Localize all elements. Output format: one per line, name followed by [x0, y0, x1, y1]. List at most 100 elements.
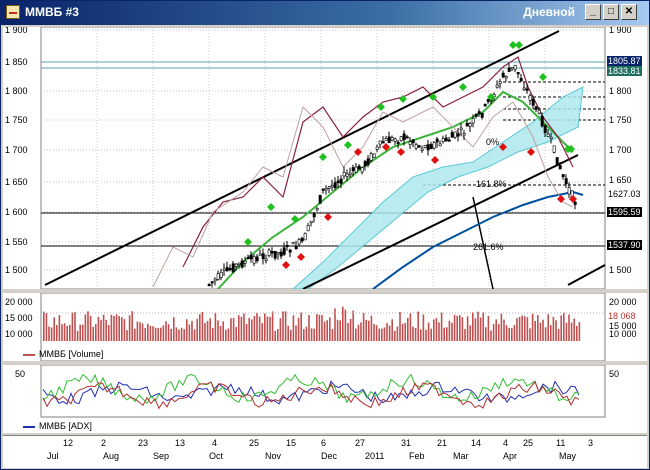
volume-bar [126, 330, 128, 341]
volume-bar [505, 325, 508, 341]
volume-bar [108, 325, 110, 341]
candle-body [555, 157, 559, 165]
price-axis-right: 1 900 1 800 1 750 1 700 1 650 1 500 [609, 25, 632, 275]
price-chart-canvas[interactable]: 1 900 1 850 1 800 1 750 1 700 1 650 1 60… [3, 25, 647, 290]
volume-bar [360, 322, 362, 341]
candle-body [345, 173, 349, 177]
candlesticks [207, 63, 577, 288]
volume-bar [313, 328, 315, 341]
candle-body [306, 225, 310, 232]
price-pane[interactable]: 1 900 1 850 1 800 1 750 1 700 1 650 1 60… [3, 25, 647, 290]
candle-body [495, 84, 499, 88]
candle-body [246, 257, 250, 260]
volume-bar [407, 317, 409, 341]
volume-bar [479, 317, 482, 341]
volume-bar [167, 324, 170, 341]
sell-signal [282, 261, 290, 269]
buy-signal [539, 73, 547, 81]
maximize-button[interactable]: □ [603, 4, 619, 20]
volume-bar [511, 328, 513, 341]
volume-bar [578, 322, 581, 341]
timeframe-label[interactable]: Дневной [523, 5, 575, 19]
volume-bar [269, 316, 271, 341]
candle-body [333, 182, 337, 188]
volume-bar [266, 316, 269, 341]
title-bar[interactable]: ММВБ #3 Дневной _ □ ✕ [1, 1, 649, 25]
close-button[interactable]: ✕ [621, 4, 637, 20]
volume-bar [370, 315, 373, 341]
volume-bar [227, 328, 230, 341]
candle-body [243, 260, 247, 264]
volume-pane[interactable]: 20 000 15 000 10 000 20 000 15 000 10 00… [3, 292, 647, 362]
candle-body [573, 201, 577, 205]
volume-bar [183, 329, 185, 341]
volume-bar [170, 328, 172, 341]
candle-body [351, 167, 355, 171]
candle-body [393, 138, 397, 142]
adx-pane[interactable]: 50 50 ММВБ [ADX] [3, 364, 647, 433]
adx-tick: 50 [15, 369, 25, 379]
volume-bar [357, 324, 360, 341]
volume-bar [154, 327, 157, 341]
candle-body [222, 268, 226, 271]
volume-bar [303, 329, 305, 341]
signal-markers [244, 41, 577, 269]
price-mark-5: 1537.90 [607, 240, 642, 250]
volume-bar [113, 315, 115, 341]
candle-body [474, 113, 478, 117]
volume-bar [175, 327, 178, 341]
month-tick: Jul [47, 451, 59, 461]
candle-body [330, 184, 334, 188]
volume-bar [297, 317, 300, 341]
candle-body [510, 67, 514, 70]
candle-body [387, 136, 391, 144]
volume-bar [180, 327, 183, 341]
candle-body [516, 72, 520, 75]
candle-body [378, 140, 382, 145]
sell-signal [382, 143, 390, 151]
volume-bar [375, 325, 378, 341]
volume-legend-swatch [23, 353, 35, 356]
volume-bar [425, 329, 427, 341]
volume-bar [274, 330, 276, 341]
candle-body [348, 172, 352, 175]
candle-body [465, 122, 469, 127]
volume-bar [147, 323, 149, 341]
candle-body [381, 141, 385, 144]
date-tick: 4 [212, 438, 218, 448]
candle-body [288, 249, 292, 253]
candle-body [483, 104, 487, 107]
candle-body [396, 141, 400, 144]
adx-canvas[interactable]: 50 50 [3, 364, 647, 433]
date-tick: 6 [321, 438, 327, 448]
volume-bar [295, 325, 297, 341]
volume-bar [292, 315, 295, 341]
volume-bar [238, 315, 240, 341]
volume-bar [102, 314, 105, 341]
volume-bar [386, 323, 388, 341]
volume-bar [84, 314, 87, 341]
candle-body [291, 242, 295, 245]
channel-lower [302, 154, 579, 290]
volume-bar [136, 321, 139, 341]
candle-body [444, 137, 448, 142]
volume-bar [433, 319, 435, 341]
date-tick: 2 [101, 438, 107, 448]
month-tick: Aug [103, 451, 120, 461]
volume-bar [253, 315, 256, 341]
volume-bar [178, 329, 180, 341]
volume-bar [422, 314, 425, 341]
price-mark-3: 1627.03 [608, 189, 641, 199]
volume-bar [469, 325, 471, 341]
volume-bar [53, 317, 55, 341]
minimize-button[interactable]: _ [585, 4, 601, 20]
volume-bar [513, 325, 516, 341]
candle-body [417, 145, 421, 148]
volume-bar [485, 327, 487, 341]
date-tick: 3 [588, 438, 594, 448]
volume-bar [160, 327, 162, 341]
volume-bar [139, 322, 141, 341]
candle-body [216, 273, 220, 280]
volume-bar [74, 312, 76, 341]
volume-bar [87, 311, 89, 341]
